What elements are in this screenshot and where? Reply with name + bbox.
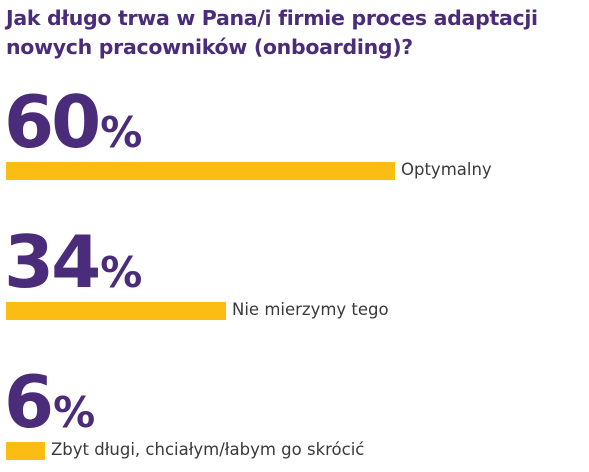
category-label: Zbyt długi, chciałym/łabym go skrócić: [51, 440, 365, 459]
percent-sign: %: [53, 388, 96, 437]
value-label: 34%: [4, 222, 142, 313]
chart-item-zbyt-dlugi: 6% Zbyt długi, chciałym/łabym go skrócić: [0, 362, 589, 472]
chart-item-nie-mierzymy: 34% Nie mierzymy tego: [0, 222, 589, 332]
bar-nie-mierzymy: [6, 302, 226, 320]
value-label: 60%: [4, 82, 142, 173]
bar-optymalny: [6, 162, 395, 180]
value-number: 34: [4, 220, 101, 304]
percent-sign: %: [100, 248, 143, 297]
value-number: 6: [4, 360, 54, 444]
bar-zbyt-dlugi: [6, 442, 45, 460]
category-label: Nie mierzymy tego: [232, 300, 389, 319]
category-label: Optymalny: [401, 160, 492, 179]
value-number: 60: [4, 80, 101, 164]
chart-item-optymalny: 60% Optymalny: [0, 82, 589, 192]
value-label: 6%: [4, 362, 95, 453]
percent-sign: %: [100, 108, 143, 157]
chart-title: Jak długo trwa w Pana/i firmie proces ad…: [6, 6, 538, 59]
